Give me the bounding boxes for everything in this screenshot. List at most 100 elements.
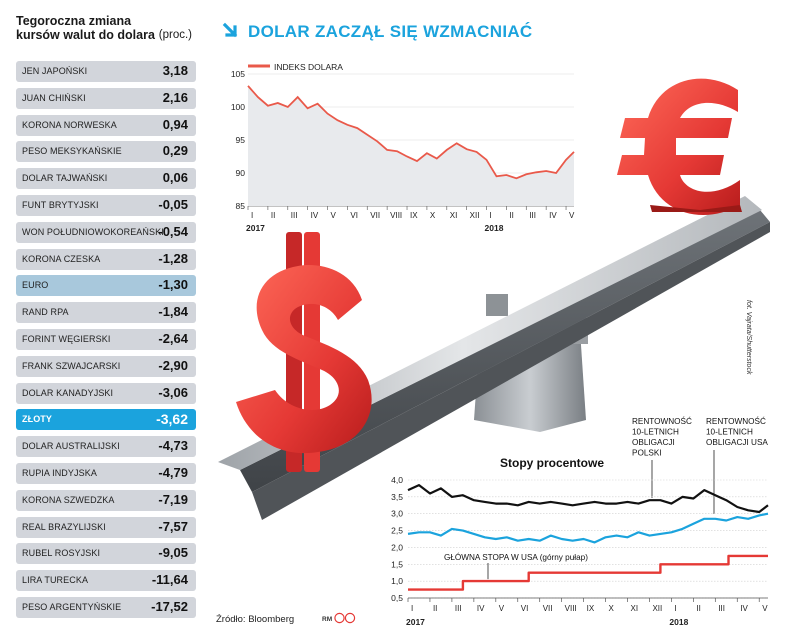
currency-name: JUAN CHIŃSKI [22,92,86,103]
currency-row: DOLAR AUSTRALIJSKI -4,73 [16,436,196,458]
annotation-line: OBLIGACJI [632,438,675,447]
y-tick-label: 0,5 [391,593,403,603]
x-tick-label: III [718,604,725,613]
y-tick-label: 1,0 [391,576,403,586]
currency-row: EURO -1,30 [16,275,196,297]
year-label: 2017 [246,223,265,233]
currency-row: JUAN CHIŃSKI 2,16 [16,87,196,109]
currency-name: WON POŁUDNIOWOKOREAŃSKI [22,226,164,237]
currency-change-value: -9,05 [158,545,188,561]
x-tick-label: VII [543,604,553,613]
headline: DOLAR ZACZĄŁ SIĘ WZMACNIAĆ [248,22,533,41]
annotation-line: 10-LETNICH [632,428,679,437]
x-tick-label: I [251,211,253,220]
x-tick-label: IV [311,211,319,220]
currency-change-value: -2,64 [158,330,188,346]
x-tick-label: III [529,211,536,220]
series-line-fed-rate [408,554,768,591]
currency-change-value: -1,84 [158,304,188,320]
y-tick-label: 2,0 [391,542,403,552]
y-tick-label: 105 [231,69,245,79]
currency-row: DOLAR TAJWAŃSKI 0,06 [16,168,196,190]
currency-name: FUNT BRYTYJSKI [22,199,99,210]
currency-row: JEN JAPOŃSKI 3,18 [16,61,196,82]
currency-name: LIRA TURECKA [22,575,89,586]
x-tick-label: I [490,211,492,220]
series-line-usa-yield [407,512,769,544]
currency-name: EURO [22,280,49,291]
currency-name: PESO ARGENTYŃSKIE [22,601,122,612]
x-tick-label: VI [350,211,358,220]
table-title: Tegoroczna zmiana kursów walut do dolara… [16,14,206,42]
currency-row: RUPIA INDYJSKA -4,79 [16,462,196,484]
x-tick-label: III [291,211,298,220]
currency-row: REAL BRAZYLIJSKI -7,57 [16,516,196,538]
y-tick-label: 90 [236,168,246,178]
currency-change-value: -2,90 [158,357,188,373]
x-tick-label: IX [410,211,418,220]
y-tick-label: 2,5 [391,526,403,536]
currency-change-value: -0,54 [158,223,188,239]
y-tick-label: 3,0 [391,509,403,519]
currency-name: KORONA SZWEDZKA [22,494,115,505]
series-line-dollar-index [247,85,575,180]
currency-change-value: -4,73 [158,438,188,454]
currency-change-value: 3,18 [162,63,188,78]
dollar-symbol [236,232,372,472]
interest-rates-chart: Stopy procentoweRENTOWNOŚĆ10-LETNICHOBLI… [391,415,769,627]
currency-name: RUPIA INDYJSKA [22,467,97,478]
arrow-down-right-icon [222,22,238,38]
currency-name: DOLAR TAJWAŃSKI [22,173,108,184]
x-tick-label: X [609,604,615,613]
currency-name: KORONA CZESKA [22,253,101,264]
currency-name: JEN JAPOŃSKI [22,66,88,76]
y-tick-label: 100 [231,102,245,112]
year-label: 2017 [406,617,425,627]
table-title-line1: Tegoroczna zmiana [16,14,132,28]
x-tick-label: VIII [390,211,402,220]
currency-row: FORINT WĘGIERSKI -2,64 [16,328,196,350]
x-tick-label: VIII [565,604,577,613]
currency-name: FRANK SZWAJCARSKI [22,360,121,371]
currency-row: KORONA CZESKA -1,28 [16,248,196,270]
currency-change-value: -3,06 [158,384,188,400]
series-line-poland-yield [407,484,769,514]
x-tick-label: II [433,604,437,613]
x-tick-label: II [509,211,513,220]
currency-change-value: -0,05 [158,196,188,212]
currency-change-value: -4,79 [158,464,188,480]
euro-symbol [617,78,742,216]
currency-change-value: -17,52 [151,598,188,614]
currency-change-value: -11,64 [151,572,188,588]
x-tick-label: VI [521,604,529,613]
y-tick-label: 4,0 [391,475,403,485]
currency-row: KORONA SZWEDZKA -7,19 [16,489,196,511]
x-tick-label: IV [477,604,485,613]
x-tick-label: V [499,604,505,613]
x-tick-label: I [674,604,676,613]
copyright-icon [334,612,356,624]
currency-change-value: 0,94 [162,116,188,132]
currency-change-value: -1,28 [158,250,188,266]
currency-row: ZŁOTY -3,62 [16,409,196,431]
currency-row: KORONA NORWESKA 0,94 [16,114,196,136]
x-tick-label: II [696,604,700,613]
currency-row: FRANK SZWAJCARSKI -2,90 [16,355,196,377]
x-tick-label: I [411,604,413,613]
x-tick-label: XI [631,604,639,613]
legend-label: INDEKS DOLARA [274,62,343,72]
y-tick-label: 95 [236,135,246,145]
annotation-line: RENTOWNOŚĆ [706,415,766,426]
annotation-line: RENTOWNOŚĆ [632,415,692,426]
currency-name: PESO MEKSYKAŃSKIE [22,146,122,157]
x-tick-label: V [331,211,337,220]
currency-name: REAL BRAZYLIJSKI [22,521,106,532]
x-tick-label: X [430,211,436,220]
x-tick-label: XII [470,211,480,220]
currency-row: PESO ARGENTYŃSKIE -17,52 [16,596,196,618]
currency-row: PESO MEKSYKAŃSKIE 0,29 [16,141,196,163]
annotation-line: OBLIGACJI USA [706,438,768,447]
x-tick-label: IX [587,604,595,613]
